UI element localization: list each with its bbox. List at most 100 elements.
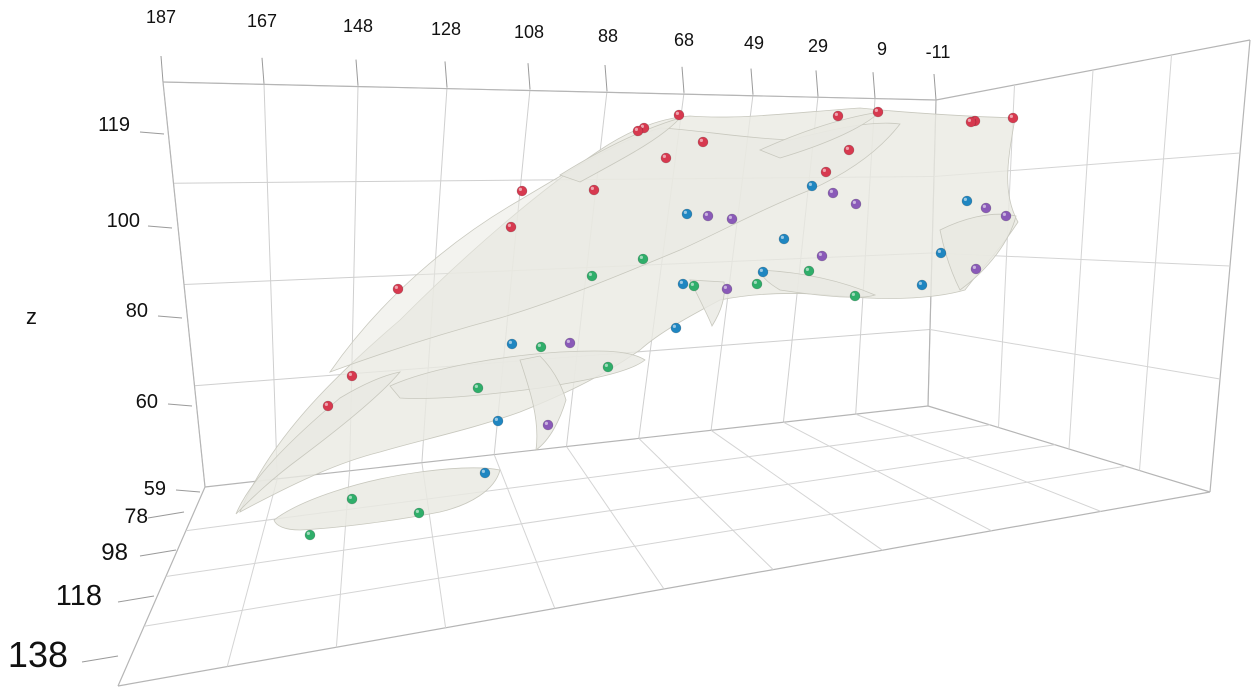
z-tick-label: 80 [125, 300, 148, 322]
landmark-highlight [728, 215, 733, 219]
floor-width-grid-line [144, 465, 1126, 627]
purple-landmark-point [816, 250, 828, 262]
red-landmark-point [697, 136, 709, 148]
green-landmark-point [304, 529, 316, 541]
landmark-highlight [874, 108, 879, 112]
landmark-highlight [604, 363, 609, 367]
landmark-highlight [690, 282, 695, 286]
landmark-highlight [508, 340, 512, 344]
landmark-highlight [918, 281, 923, 285]
landmark-highlight [640, 124, 645, 128]
landmark-highlight [675, 111, 680, 115]
landmark-highlight [851, 292, 856, 296]
landmark-highlight [588, 272, 593, 276]
green-landmark-point [472, 382, 484, 394]
z-tick-mark [175, 489, 201, 493]
y-tick-label: 78 [124, 505, 148, 528]
floor-width-grid-line [165, 444, 1055, 578]
right-wall-horizontal-grid-line [929, 329, 1221, 380]
x-tick-label: 68 [673, 30, 695, 50]
green-landmark-point [602, 361, 614, 373]
floor-depth-grid-line [638, 438, 774, 570]
z-tick-mark [167, 403, 193, 407]
landmark-highlight [348, 372, 352, 376]
red-landmark-point [832, 110, 844, 122]
landmark-highlight [982, 204, 987, 208]
red-landmark-point [660, 152, 672, 164]
landmark-highlight [507, 223, 511, 227]
x-tick-label: 167 [246, 11, 278, 31]
blue-landmark-point [961, 195, 973, 207]
green-landmark-point [346, 493, 358, 505]
z-tick-mark [147, 225, 173, 229]
landmark-highlight [699, 138, 704, 142]
floor-depth-grid-line [710, 429, 883, 551]
red-landmark-point [516, 185, 528, 197]
y-tick-label: 118 [55, 580, 102, 612]
landmark-highlight [394, 285, 398, 289]
landmark-highlight [494, 417, 498, 421]
landmark-highlight [324, 402, 328, 406]
red-landmark-point [965, 116, 977, 128]
red-landmark-point [588, 184, 600, 196]
landmark-highlight [852, 200, 857, 204]
red-landmark-point [392, 283, 404, 295]
red-landmark-point [632, 125, 644, 137]
red-landmark-point [346, 370, 358, 382]
landmark-highlight [780, 235, 785, 239]
landmark-highlight [723, 285, 728, 289]
x-tick-mark [872, 72, 876, 99]
x-tick-mark [527, 63, 531, 90]
z-tick-label: 119 [98, 114, 130, 136]
skull-surface-mesh [235, 107, 1019, 531]
purple-landmark-point [726, 213, 738, 225]
x-tick-mark [444, 61, 448, 88]
upper-beak [235, 371, 402, 515]
x-tick-label: 128 [430, 19, 462, 39]
landmark-highlight [662, 154, 667, 158]
landmark-highlight [518, 187, 523, 191]
blue-landmark-point [677, 278, 689, 290]
red-landmark-point [1007, 112, 1019, 124]
landmark-highlight [566, 339, 571, 343]
blue-landmark-point [778, 233, 790, 245]
landmark-highlight [753, 280, 758, 284]
purple-landmark-point [850, 198, 862, 210]
landmark-highlight [415, 509, 419, 513]
purple-landmark-point [542, 419, 554, 431]
landmark-highlight [704, 212, 709, 216]
blue-landmark-point [681, 208, 693, 220]
lower-jaw [273, 467, 501, 531]
x-tick-label: 108 [513, 22, 545, 42]
red-landmark-point [505, 221, 517, 233]
x-tick-mark [261, 57, 265, 84]
red-landmark-point [843, 144, 855, 156]
landmark-highlight [634, 127, 639, 131]
landmark-highlight [544, 421, 549, 425]
landmark-highlight [805, 267, 810, 271]
landmark-highlight [845, 146, 850, 150]
x-tick-label: 187 [145, 7, 177, 27]
landmark-highlight [1009, 114, 1014, 118]
purple-landmark-point [564, 337, 576, 349]
x-tick-mark [815, 70, 819, 97]
green-landmark-point [688, 280, 700, 292]
blue-landmark-point [806, 180, 818, 192]
landmark-highlight [672, 324, 677, 328]
landmark-highlight [481, 469, 485, 473]
green-landmark-point [586, 270, 598, 282]
green-landmark-point [803, 265, 815, 277]
pterygoid-strut [519, 355, 567, 451]
green-landmark-point [751, 278, 763, 290]
z-axis-title: z [26, 304, 37, 329]
floor-left-edge [117, 486, 206, 687]
blue-landmark-point [935, 247, 947, 259]
green-landmark-point [535, 341, 547, 353]
landmark-highlight [474, 384, 478, 388]
y-tick-mark [117, 595, 155, 603]
landmark-points [304, 106, 1019, 541]
landmark-highlight [679, 280, 684, 284]
floor-depth-grid-line [855, 413, 1101, 512]
